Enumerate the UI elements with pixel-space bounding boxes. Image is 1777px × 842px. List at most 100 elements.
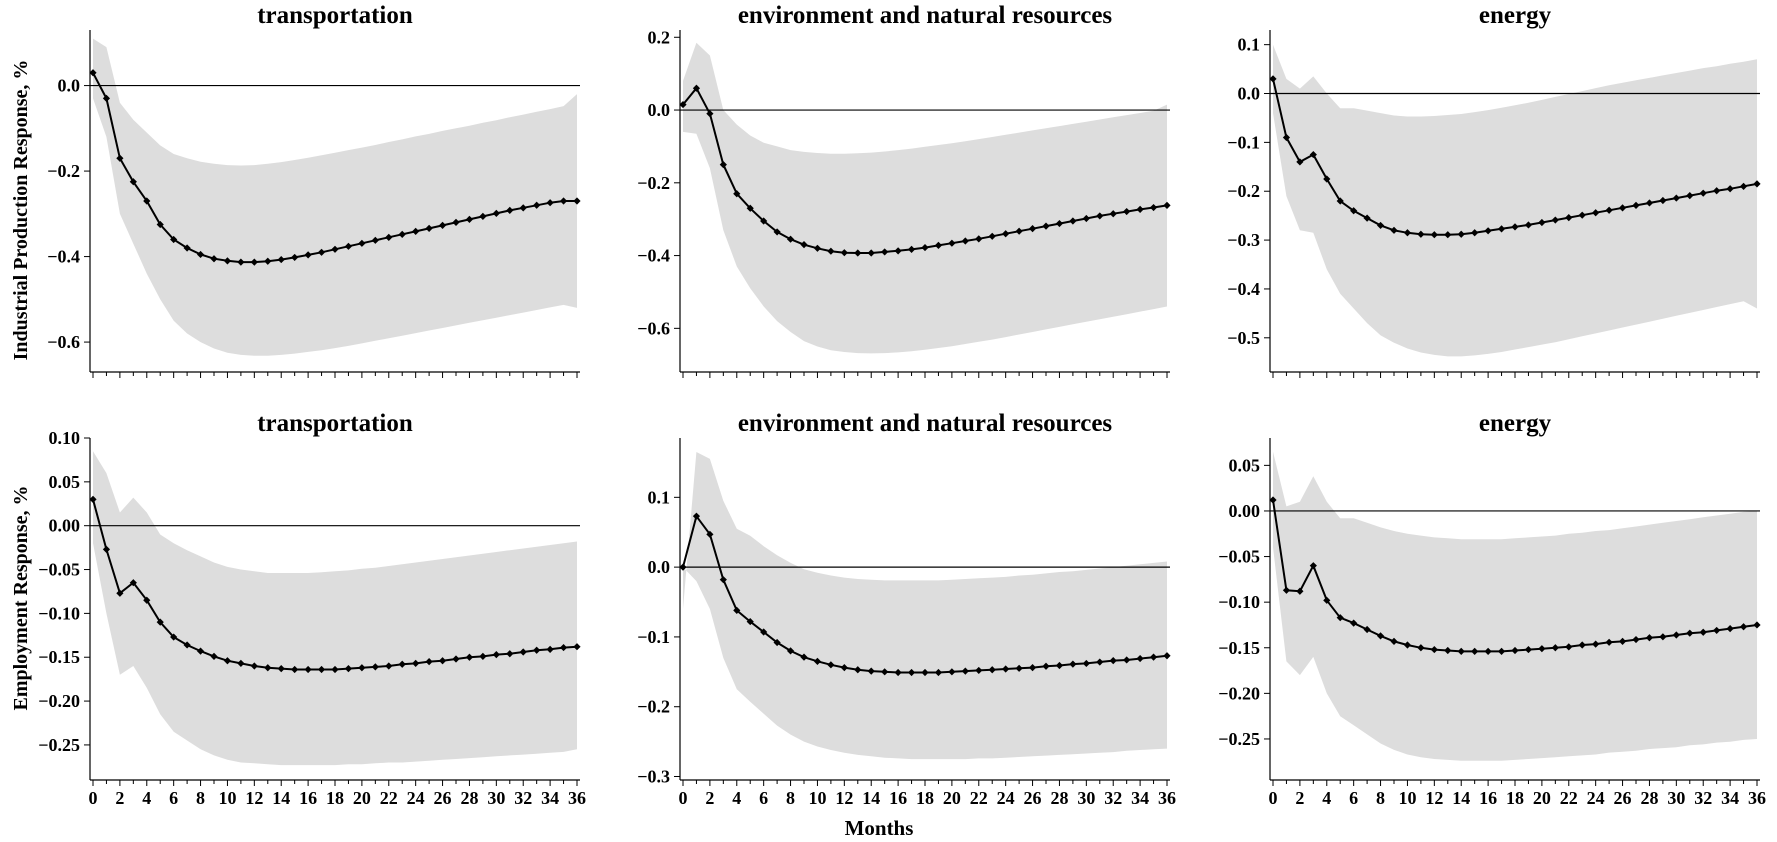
- data-point-marker: [706, 530, 714, 538]
- data-point-marker: [746, 204, 754, 212]
- data-point-marker: [760, 628, 768, 636]
- data-point-marker: [559, 197, 568, 205]
- confidence-band: [1273, 451, 1757, 761]
- data-point-marker: [1269, 496, 1277, 504]
- x-tick-label: 16: [299, 788, 317, 808]
- data-point-marker: [1484, 647, 1492, 656]
- data-point-marker: [692, 84, 701, 92]
- data-point-marker: [1713, 187, 1721, 195]
- data-point-marker: [89, 69, 97, 77]
- data-point-marker: [412, 659, 420, 667]
- y-tick-label: 0.05: [1229, 455, 1261, 475]
- data-point-marker: [264, 664, 272, 672]
- confidence-band: [93, 38, 577, 356]
- data-point-marker: [304, 665, 312, 674]
- data-point-marker: [1309, 562, 1317, 570]
- x-tick-label: 24: [997, 788, 1015, 808]
- data-point-marker: [1096, 212, 1104, 220]
- confidence-band: [1273, 44, 1757, 357]
- data-point-marker: [800, 241, 808, 249]
- data-point-marker: [371, 663, 379, 671]
- data-point-marker: [934, 241, 943, 249]
- data-point-marker: [786, 647, 795, 655]
- data-point-marker: [1699, 189, 1707, 197]
- y-tick-label: −0.15: [1218, 638, 1260, 658]
- x-tick-label: 0: [679, 788, 688, 808]
- data-point-marker: [1082, 659, 1090, 668]
- data-point-marker: [1511, 646, 1519, 655]
- data-point-marker: [934, 668, 943, 677]
- data-point-marker: [1002, 665, 1010, 673]
- y-tick-label: −0.1: [637, 627, 670, 647]
- data-point-marker: [237, 258, 245, 266]
- data-point-marker: [398, 660, 406, 668]
- data-point-marker: [813, 244, 822, 252]
- data-point-marker: [250, 662, 258, 670]
- data-point-marker: [1149, 653, 1158, 661]
- data-point-marker: [975, 666, 983, 675]
- panel-4: environment and natural resources 0.1 0.0 −…: [637, 410, 1176, 808]
- data-point-marker: [1605, 206, 1613, 214]
- panel-1: environment and natural resources 0.2 0.0 −…: [637, 2, 1171, 378]
- data-point-marker: [1497, 225, 1506, 233]
- data-point-marker: [1323, 596, 1331, 604]
- x-tick-label: 6: [169, 788, 178, 808]
- x-tick-label: 30: [487, 788, 505, 808]
- data-point-marker: [492, 209, 500, 217]
- data-point-marker: [344, 242, 353, 250]
- data-point-marker: [425, 658, 433, 666]
- data-point-marker: [210, 255, 218, 263]
- data-point-marker: [1350, 207, 1358, 215]
- y-tick-label: 0.05: [49, 472, 81, 492]
- data-point-marker: [573, 197, 581, 205]
- x-tick-label: 8: [196, 788, 205, 808]
- y-tick-label: −0.05: [38, 560, 80, 580]
- x-axis-label-months: Months: [845, 816, 914, 840]
- y-tick-label: 0.1: [648, 487, 671, 507]
- data-point-marker: [1592, 640, 1600, 648]
- data-point-marker: [1123, 656, 1131, 664]
- x-tick-label: 28: [460, 788, 478, 808]
- y-tick-label: −0.2: [637, 173, 670, 193]
- panel-title: energy: [1479, 410, 1552, 437]
- data-point-marker: [519, 204, 527, 212]
- x-tick-label: 10: [808, 788, 826, 808]
- data-point-marker: [948, 239, 956, 247]
- panel-title: environment and natural resources: [738, 410, 1113, 437]
- data-point-marker: [1753, 621, 1761, 629]
- data-point-marker: [331, 665, 339, 674]
- panel-title: transportation: [257, 2, 413, 29]
- data-point-marker: [1309, 150, 1317, 159]
- data-point-marker: [559, 643, 568, 652]
- x-tick-label: 26: [1024, 788, 1042, 808]
- x-tick-label: 30: [1667, 788, 1685, 808]
- data-point-marker: [1028, 664, 1037, 672]
- data-point-marker: [1713, 626, 1721, 635]
- data-point-marker: [304, 251, 312, 259]
- y-tick-label: 0.10: [49, 428, 81, 448]
- x-tick-label: 24: [1587, 788, 1605, 808]
- data-point-marker: [1136, 205, 1144, 213]
- x-tick-label: 6: [759, 788, 768, 808]
- data-point-marker: [143, 197, 151, 205]
- x-tick-label: 26: [1614, 788, 1632, 808]
- panel-2: energy 0.1 0.0 −0.1 −0.2 −0.3 −0.4 −0.5: [1227, 2, 1761, 378]
- x-tick-label: 0: [89, 788, 98, 808]
- x-tick-label: 12: [835, 788, 853, 808]
- data-point-marker: [894, 247, 902, 255]
- y-tick-label: −0.10: [38, 603, 80, 623]
- x-tick-label: 14: [272, 788, 290, 808]
- data-point-marker: [907, 245, 916, 253]
- data-point-marker: [1269, 75, 1277, 83]
- data-point-marker: [102, 545, 111, 553]
- x-tick-label: 28: [1050, 788, 1068, 808]
- data-point-marker: [961, 667, 969, 675]
- data-point-marker: [1042, 222, 1050, 230]
- x-tick-label: 32: [514, 788, 532, 808]
- data-point-marker: [1592, 209, 1600, 217]
- data-point-marker: [156, 220, 164, 229]
- data-point-marker: [1109, 657, 1117, 665]
- data-point-marker: [840, 664, 848, 672]
- data-point-marker: [425, 224, 433, 232]
